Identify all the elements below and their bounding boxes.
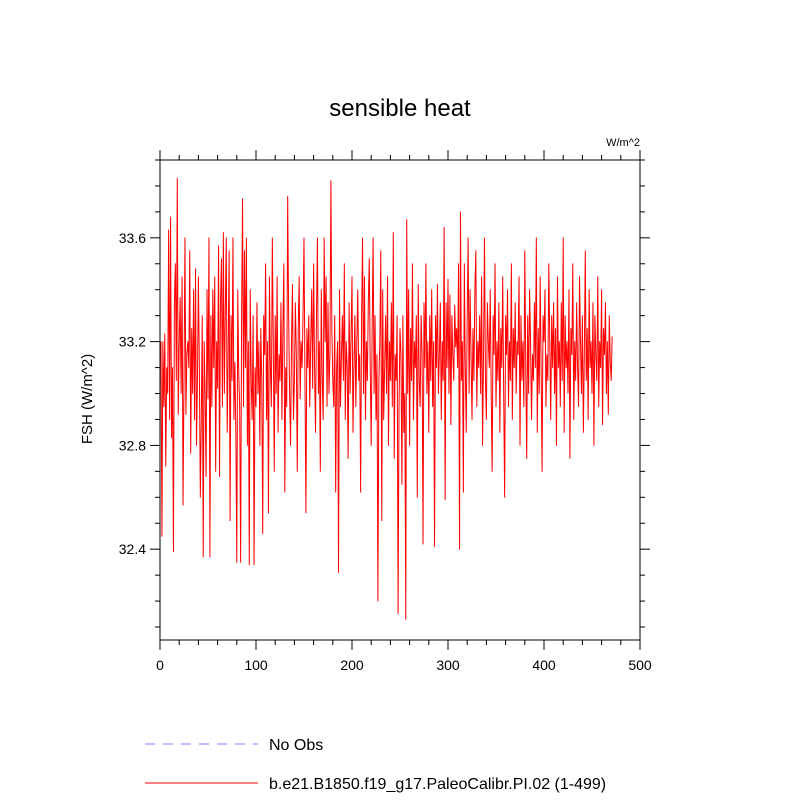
plot-frame xyxy=(159,159,641,641)
y-tick-label: 32.4 xyxy=(119,541,146,557)
series-line-0 xyxy=(160,177,613,620)
y-tick-label: 32.8 xyxy=(119,437,146,453)
y-axis-label: FSH (W/m^2) xyxy=(79,354,96,444)
y-tick-label: 33.6 xyxy=(119,230,146,246)
ticks-layer xyxy=(150,150,650,650)
series-layer xyxy=(160,177,613,620)
x-tick-label: 500 xyxy=(628,657,652,673)
legend-label-model: b.e21.B1850.f19_g17.PaleoCalibr.PI.02 (1… xyxy=(269,776,606,793)
x-tick-label: 0 xyxy=(156,657,164,673)
legend: No Obs b.e21.B1850.f19_g17.PaleoCalibr.P… xyxy=(145,737,606,793)
chart-title: sensible heat xyxy=(329,95,471,122)
x-tick-label: 300 xyxy=(436,657,460,673)
units-label: W/m^2 xyxy=(606,137,640,149)
x-tick-label: 200 xyxy=(340,657,364,673)
x-tick-label: 400 xyxy=(532,657,556,673)
legend-label-no-obs: No Obs xyxy=(269,737,323,754)
tick-labels-layer: 0 100 200 300 400 500 32.4 32.8 33.2 33.6 xyxy=(119,230,652,673)
y-tick-label: 33.2 xyxy=(119,334,146,350)
x-tick-label: 100 xyxy=(244,657,268,673)
